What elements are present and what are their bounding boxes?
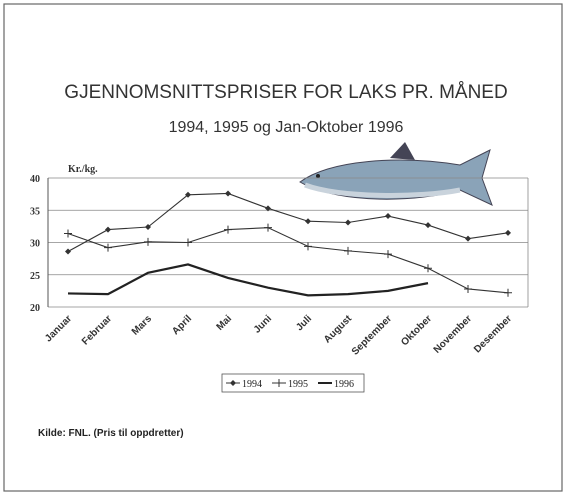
page: {"chart_data": {"type": "line", "title":… xyxy=(0,0,566,495)
source-note: Kilde: FNL. (Pris til oppdretter) xyxy=(38,428,184,439)
y-tick-label: 35 xyxy=(30,206,40,217)
legend-label: 1994 xyxy=(242,379,262,390)
chart-title: GJENNOMSNITTSPRISER FOR LAKS PR. MÅNED xyxy=(64,82,507,103)
y-tick-label: 40 xyxy=(30,174,40,185)
legend-label: 1995 xyxy=(288,379,308,390)
y-tick-label: 20 xyxy=(30,303,40,314)
chart-subtitle: 1994, 1995 og Jan-Oktober 1996 xyxy=(169,119,404,136)
y-tick-label: 30 xyxy=(30,239,40,250)
legend: 1994 1995 1996 xyxy=(222,374,364,392)
y-axis-label: Kr./kg. xyxy=(68,164,98,175)
chart: GJENNOMSNITTSPRISER FOR LAKS PR. MÅNED 1… xyxy=(0,0,566,495)
page-border xyxy=(4,4,562,491)
y-tick-label: 25 xyxy=(30,271,40,282)
legend-label: 1996 xyxy=(334,379,354,390)
